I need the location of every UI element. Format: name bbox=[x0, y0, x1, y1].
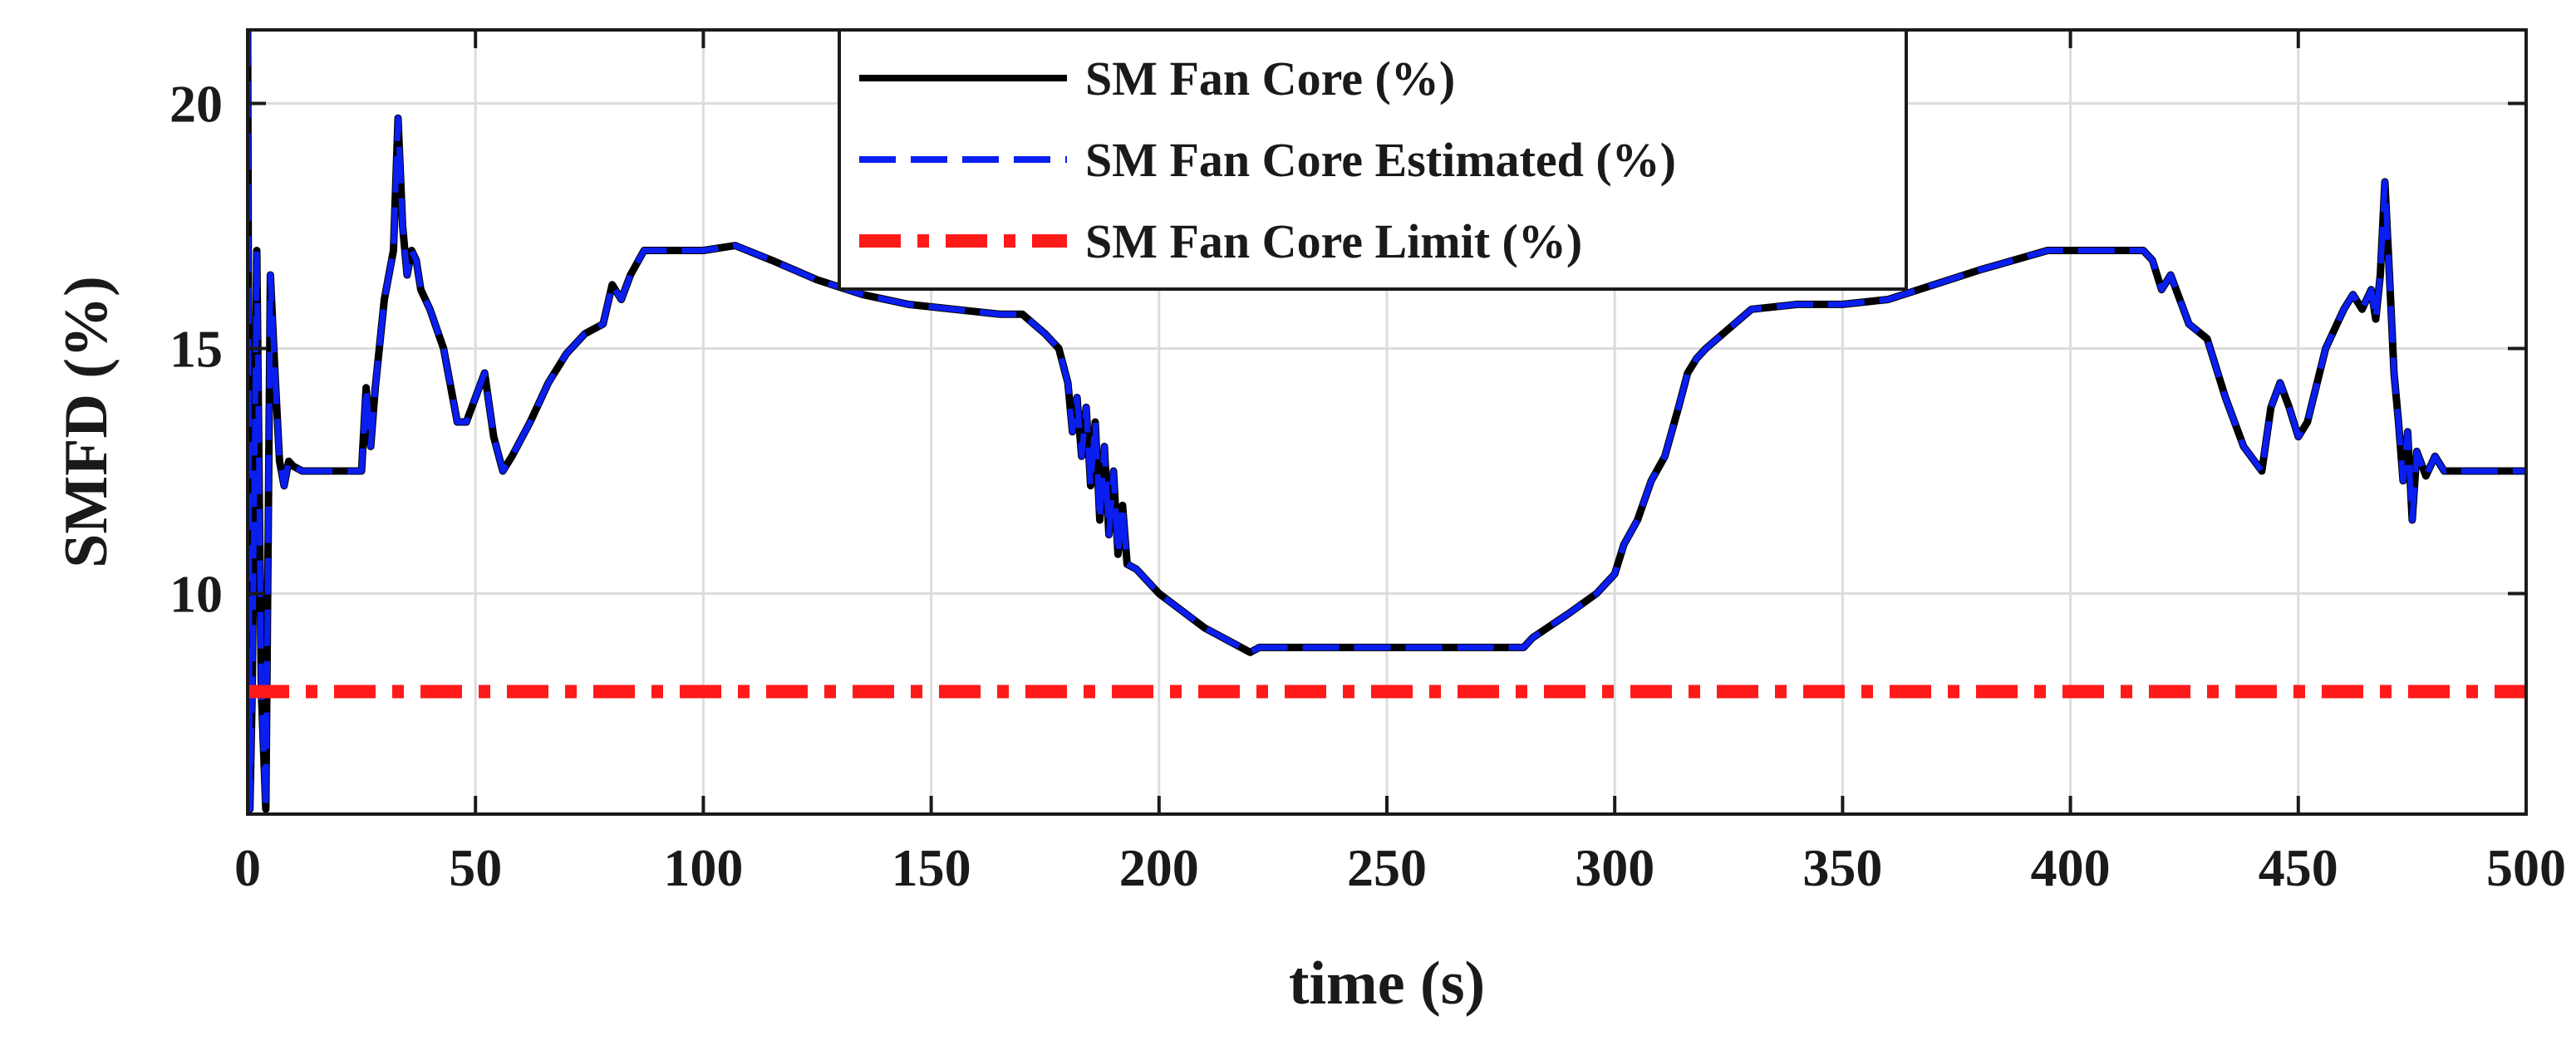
x-tick-label: 0 bbox=[234, 838, 261, 897]
x-tick-label: 450 bbox=[2259, 838, 2338, 897]
legend-label-1: SM Fan Core (%) bbox=[1085, 52, 1455, 106]
x-tick-label: 300 bbox=[1575, 838, 1654, 897]
x-tick-label: 150 bbox=[892, 838, 971, 897]
x-tick-label: 250 bbox=[1347, 838, 1427, 897]
y-tick-label: 15 bbox=[170, 320, 223, 379]
y-axis-label: SMFD (%) bbox=[52, 276, 120, 567]
x-tick-label: 350 bbox=[1802, 838, 1882, 897]
y-tick-label: 10 bbox=[170, 565, 223, 624]
x-tick-label: 100 bbox=[663, 838, 743, 897]
x-tick-label: 200 bbox=[1119, 838, 1199, 897]
legend-label-2: SM Fan Core Estimated (%) bbox=[1085, 133, 1676, 187]
ticks: 0 50 100 150 200 250 300 350 400 450 500 10 15 20 bbox=[170, 30, 2566, 897]
series-group bbox=[248, 30, 2526, 813]
y-tick-label: 20 bbox=[170, 75, 223, 134]
series-line-2 bbox=[248, 30, 2526, 812]
x-tick-label: 400 bbox=[2031, 838, 2111, 897]
legend-label-3: SM Fan Core Limit (%) bbox=[1085, 214, 1582, 268]
legend: SM Fan Core (%) SM Fan Core Estimated (%)… bbox=[838, 28, 1908, 291]
x-axis-label: time (s) bbox=[1289, 950, 1485, 1018]
x-tick-label: 500 bbox=[2486, 838, 2566, 897]
x-tick-label: 50 bbox=[449, 838, 502, 897]
